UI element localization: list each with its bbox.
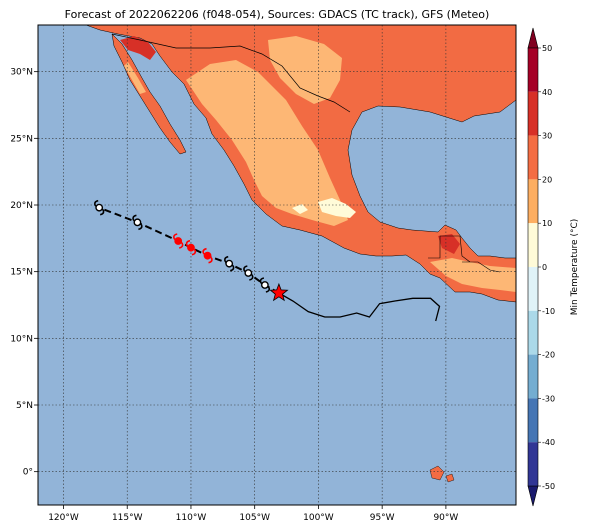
colorbar-band [528,267,538,311]
map-frame [37,24,517,506]
longitude-ticks: 120°W 115°W 110°W 105°W 100°W 95°W 90°W [48,505,458,523]
lat-tick-label: 10°N [10,334,33,344]
lon-tick-label: 115°W [112,513,143,523]
colorbar-band [528,48,538,92]
land-baja-cool [124,62,146,94]
land-texas-cool [268,36,342,104]
cyclone-symbol-icon [243,265,254,281]
cyclone-symbol-icon [259,277,271,293]
lat-tick-label: 15°N [10,268,33,278]
land-interior-cool [186,60,348,226]
land-hot-yucatan [438,234,460,254]
colorbar-tick-label: 0 [542,263,547,272]
colorbar-band [528,135,538,180]
lat-tick-label: 25°N [10,134,33,144]
colorbar-tick-label: 30 [542,132,552,141]
storm-track [94,199,441,322]
cyclone-symbol-icon [224,255,235,272]
cyclone-symbol-icon [185,239,197,256]
colorbar-band [528,91,538,136]
lon-tick-label: 120°W [48,513,79,523]
lat-tick-label: 30°N [10,68,33,78]
border-us-mexico [111,33,351,113]
colorbar-band [528,398,538,443]
colorbar-tick-label: 40 [542,88,552,97]
lon-tick-label: 90°W [433,513,458,523]
colorbar-tick-label: -40 [542,438,555,447]
lat-tick-label: 20°N [10,201,33,211]
land-layer [85,25,516,483]
land-highlands [318,198,356,218]
colorbar-extend-bottom [527,485,539,507]
lon-tick-label: 100°W [303,513,334,523]
lon-tick-label: 105°W [239,513,270,523]
cyclone-symbol-icon [173,233,184,249]
border-guatemala [428,235,501,273]
cyclone-symbol-icon [202,247,213,264]
colorbar-tick-label: 50 [542,44,552,53]
land-highlands-2 [292,204,308,214]
colorbar-band [528,310,538,355]
colorbar: 50 40 30 20 10 0 -10 -20 -30 -40 -50 Min Temperatur… [527,27,580,507]
colorbar-band [528,223,538,267]
past-track-line [278,292,441,322]
land-central-america-cool [430,258,516,292]
graticule [38,25,516,505]
colorbar-tick-label: -10 [542,307,555,316]
colorbar-band [528,354,538,399]
land-galapagos [429,465,455,483]
lat-tick-label: 0° [23,468,33,478]
colorbar-band [528,179,538,224]
current-position-star-icon [269,282,289,302]
colorbar-band [528,442,538,486]
colorbar-extend-top [527,27,539,49]
latitude-ticks: 0° 5°N 10°N 15°N 20°N 25°N 30°N [10,68,38,478]
map-title: Forecast of 2022062206 (f048-054), Sourc… [64,8,490,21]
land-hot-sonora [120,36,156,60]
lon-tick-label: 110°W [176,513,207,523]
colorbar-tick-label: 20 [542,175,552,184]
lon-tick-label: 95°W [370,513,395,523]
colorbar-tick-label: -20 [542,351,555,360]
cyclone-symbol-icon [94,199,105,216]
land-baja-california [111,33,187,155]
colorbar-tick-label: -50 [542,482,555,491]
colorbar-tick-label: -30 [542,394,555,403]
cyclone-symbol-icon [132,214,143,231]
colorbar-label: Min Temperature (°C) [570,219,580,316]
lat-tick-label: 5°N [16,401,33,411]
colorbar-tick-label: 10 [542,219,552,228]
